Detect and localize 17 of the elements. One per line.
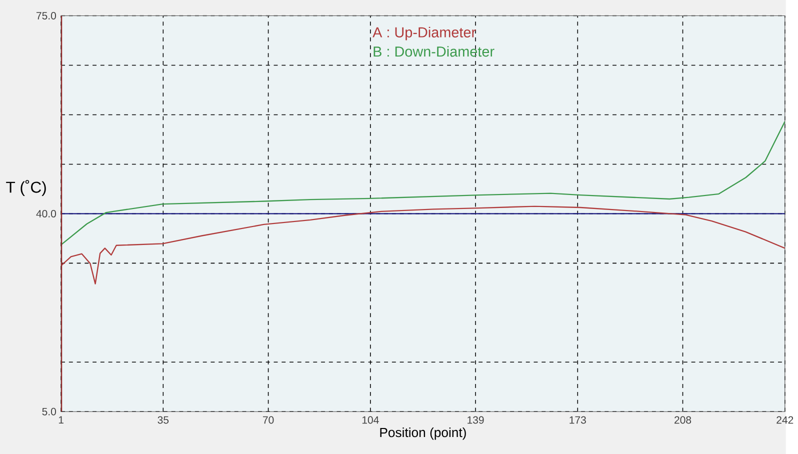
x-tick-label: 1: [58, 416, 64, 424]
x-tick-label: 208: [674, 416, 692, 424]
y-tick-label: 40.0: [36, 210, 56, 218]
text: B : Down-Diameter: [374, 46, 494, 57]
x-tick-label: 104: [362, 416, 379, 424]
y-tick-label: 5.0: [42, 408, 56, 416]
line-series: [61, 206, 785, 284]
x-axis-title: Position (point): [380, 427, 466, 440]
x-tick-label: 173: [570, 416, 586, 424]
x-tick-label: 242: [776, 416, 794, 424]
text: A : Up-Diameter: [372, 26, 476, 40]
line-series: [61, 120, 785, 246]
x-tick-label: 70: [262, 416, 274, 424]
x-tick-label: 35: [158, 416, 169, 424]
y-axis-title: T (˚C): [6, 180, 46, 196]
y-tick-label: 75.0: [36, 12, 56, 20]
x-tick-label: 139: [468, 416, 484, 424]
